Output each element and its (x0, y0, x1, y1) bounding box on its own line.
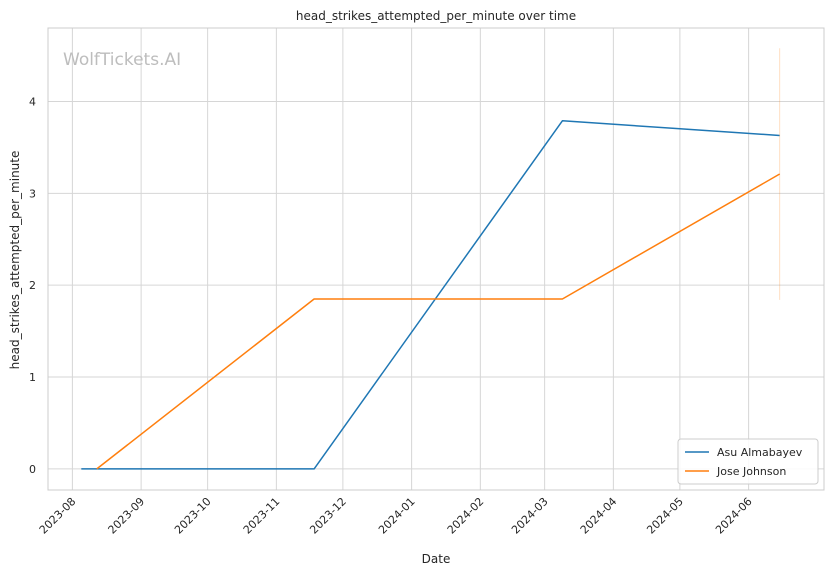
y-tick-label: 4 (29, 95, 36, 108)
y-tick-label: 1 (29, 371, 36, 384)
x-tick-label: 2024-05 (644, 495, 686, 537)
x-tick-label: 2023-10 (172, 495, 214, 537)
x-tick-labels: 2023-08 2023-09 2023-10 2023-11 2023-12 2024-… (37, 495, 755, 537)
x-tick-label: 2024-04 (578, 495, 620, 537)
watermark: WolfTickets.AI (63, 50, 181, 70)
plot-frame (47, 27, 825, 491)
grid-lines (48, 28, 824, 490)
legend-box (677, 438, 819, 485)
x-axis-label: Date (422, 552, 451, 566)
x-tick-label: 2024-01 (376, 495, 418, 537)
legend-items: Asu Almabayev Jose Johnson (685, 446, 803, 478)
series-line-jose-johnson (96, 173, 781, 470)
series-line-asu-almabayev (81, 120, 780, 470)
y-axis-label: head_strikes_attempted_per_minute (8, 151, 22, 370)
x-tick-label: 2023-09 (106, 495, 148, 537)
x-tick-label: 2024-06 (713, 495, 755, 537)
x-tick-label: 2023-08 (37, 495, 79, 537)
x-tick-label: 2024-02 (445, 495, 487, 537)
x-tick-label: 2023-12 (307, 495, 349, 537)
chart-title: head_strikes_attempted_per_minute over t… (296, 9, 576, 23)
x-tick-label: 2024-03 (509, 495, 551, 537)
legend-label-asu-almabayev: Asu Almabayev (717, 446, 803, 459)
legend: Asu Almabayev Jose Johnson (677, 438, 819, 485)
y-tick-label: 2 (29, 279, 36, 292)
x-tick-label: 2023-11 (241, 495, 283, 537)
y-tick-labels: 0 1 2 3 4 (29, 95, 36, 475)
y-tick-label: 3 (29, 187, 36, 200)
legend-label-jose-johnson: Jose Johnson (716, 465, 786, 478)
y-tick-label: 0 (29, 463, 36, 476)
series-layer (81, 48, 781, 470)
